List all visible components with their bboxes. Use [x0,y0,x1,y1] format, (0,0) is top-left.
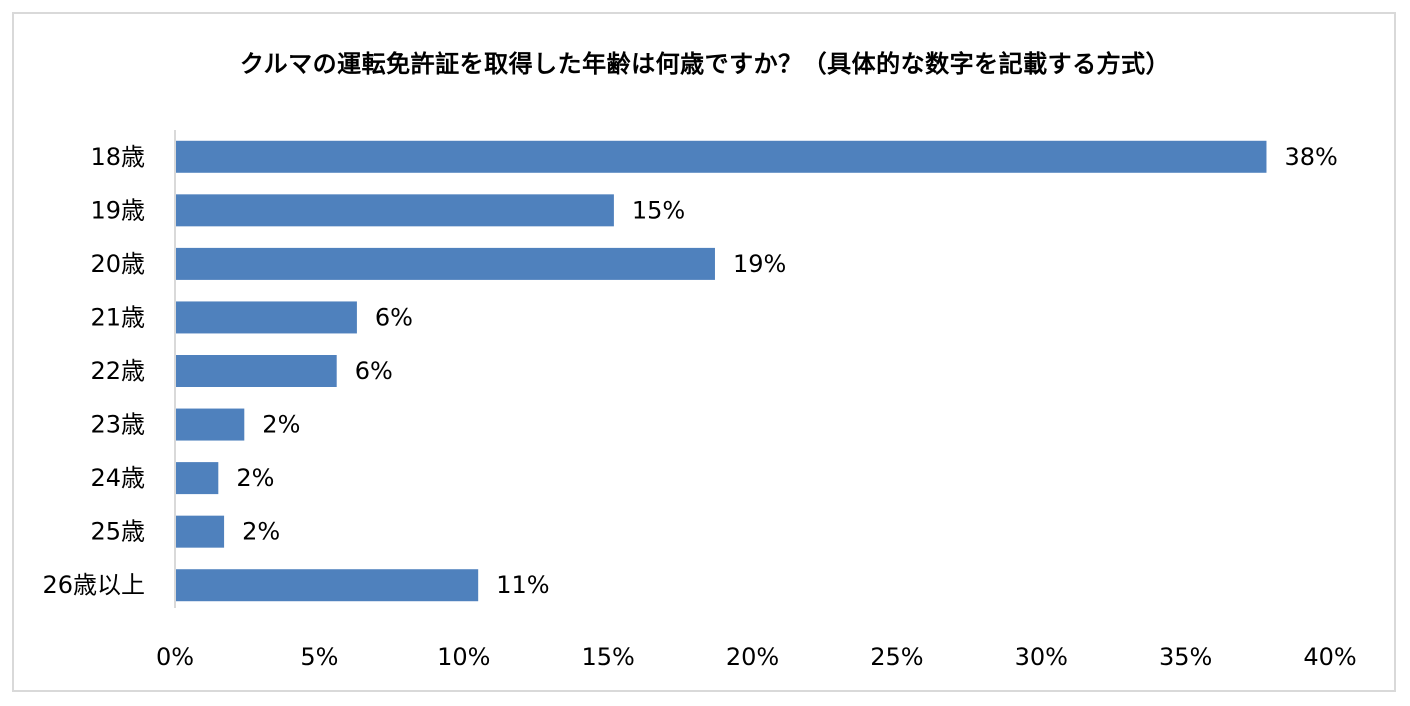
x-tick-label: 25% [870,643,923,671]
bar [176,194,614,227]
x-tick-label: 10% [437,643,490,671]
category-label: 20歳 [90,250,145,278]
x-tick-label: 20% [726,643,779,671]
bars-group [176,140,1267,602]
x-tick-label: 0% [156,643,194,671]
category-label: 23歳 [90,411,145,439]
bar [176,408,245,441]
category-label: 21歳 [90,303,145,331]
data-label: 2% [242,518,280,546]
x-tick-label: 40% [1303,643,1356,671]
category-label: 18歳 [90,143,145,171]
category-label: 25歳 [90,518,145,546]
data-label: 38% [1284,143,1337,171]
x-tick-label: 35% [1159,643,1212,671]
x-tick-labels: 0% 5% 10% 15% 20% 25% 30% 35% 40% [156,643,1357,671]
value-labels: 38% 15% 19% 6% 6% 2% 2% 2% 11% [236,143,1338,599]
bar [176,355,337,387]
data-label: 6% [375,303,413,331]
category-label: 26歳以上 [42,571,145,599]
chart-title: クルマの運転免許証を取得した年齢は何歳ですか？（具体的な数字を記載する方式） [239,50,1171,78]
data-label: 6% [355,357,393,385]
category-label: 24歳 [90,464,145,492]
bar [176,140,1267,173]
x-tick-label: 5% [300,643,338,671]
data-label: 19% [733,250,786,278]
data-label: 15% [632,196,685,224]
category-label: 22歳 [90,357,145,385]
bar [176,569,479,602]
category-label: 19歳 [90,196,145,224]
bar [176,515,225,548]
category-labels: 18歳 19歳 20歳 21歳 22歳 23歳 24歳 25歳 26歳以上 [42,143,145,599]
x-tick-label: 30% [1015,643,1068,671]
data-label: 2% [236,464,274,492]
bar [176,462,219,495]
data-label: 11% [496,571,549,599]
bar [176,247,715,280]
x-tick-label: 15% [581,643,634,671]
data-label: 2% [262,411,300,439]
bar [176,301,357,334]
